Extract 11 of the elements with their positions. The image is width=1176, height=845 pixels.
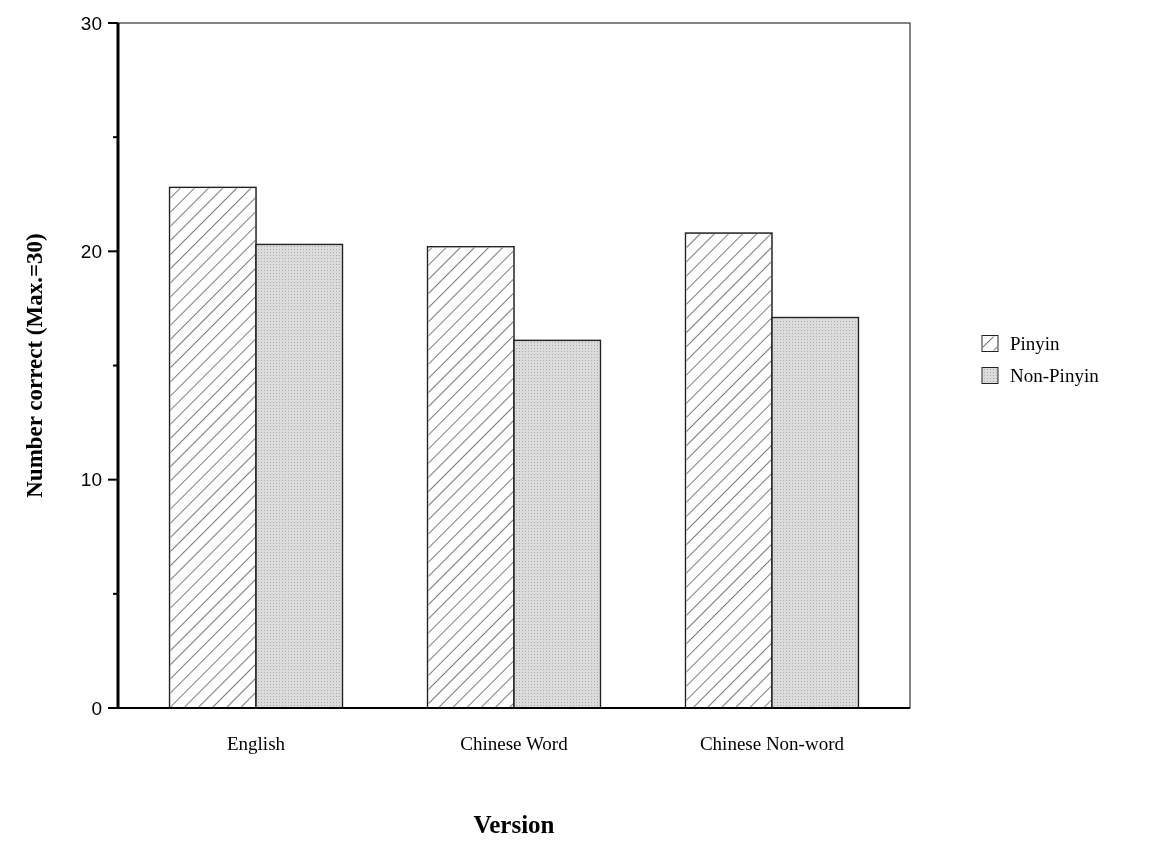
x-axis-title: Version: [473, 811, 555, 838]
y-tick-label: 20: [80, 240, 102, 262]
x-tick-label: Chinese Non-word: [699, 733, 845, 754]
y-tick-label: 10: [80, 469, 102, 491]
x-tick-label: Chinese Word: [460, 733, 569, 754]
y-axis-title: Number correct (Max.=30): [22, 233, 47, 498]
legend-label: Pinyin: [1010, 333, 1061, 355]
x-tick-label: English: [226, 733, 286, 754]
legend-label: Non-Pinyin: [1010, 365, 1100, 387]
y-tick-label: 30: [80, 12, 102, 34]
y-tick-label: 0: [91, 697, 102, 719]
